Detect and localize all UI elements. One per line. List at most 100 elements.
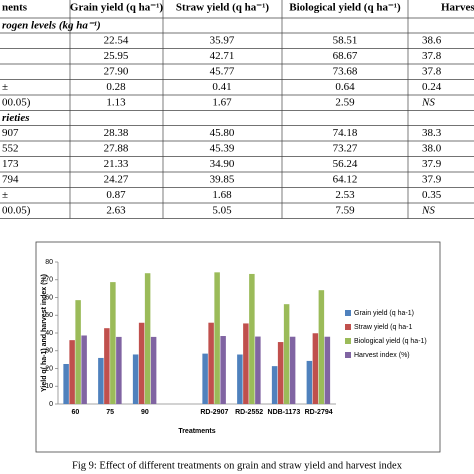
- legend-label: Straw yield (q ha-1: [354, 324, 412, 331]
- bar: [277, 342, 284, 404]
- table-cell: 21.33: [104, 158, 129, 170]
- bar: [249, 273, 255, 404]
- section-title: rogen levels (kg ha⁻¹): [2, 20, 101, 32]
- bar: [243, 323, 249, 404]
- table-cell: 2.63: [106, 205, 126, 217]
- table-cell: 2.59: [335, 97, 355, 109]
- bar: [116, 336, 122, 404]
- bar: [306, 360, 313, 404]
- bar: [132, 354, 139, 404]
- bar: [98, 357, 104, 404]
- table-cell: ±: [2, 189, 8, 201]
- header-cell: Straw yield (q ha⁻¹): [176, 2, 269, 14]
- bar: [202, 353, 208, 404]
- header-cell: Biological yield (q ha⁻¹): [289, 2, 401, 14]
- x-tick-label: 75: [106, 409, 114, 416]
- caption: Fig 9: Effect of different treatments on…: [72, 460, 403, 471]
- table-cell: 24.27: [104, 174, 129, 186]
- x-tick-label: 60: [71, 409, 79, 416]
- bar: [110, 282, 116, 404]
- table-cell: 38.3: [422, 127, 442, 139]
- x-tick-label: RD-2907: [200, 409, 228, 416]
- bar: [237, 354, 243, 404]
- table-cell: 1.13: [106, 97, 126, 109]
- table-cell: 0.87: [106, 189, 126, 201]
- x-tick-label: RD-2794: [305, 409, 333, 416]
- table-cell: 0.35: [422, 189, 442, 201]
- y-axis-label: Yield q( ha-1) and harvest index (%): [41, 274, 48, 392]
- table-cell: 0.24: [422, 81, 442, 93]
- y-tick-label: 30: [45, 348, 53, 355]
- table-cell: 22.54: [104, 35, 129, 47]
- y-tick-label: 40: [45, 330, 53, 337]
- table-cell: 1.68: [212, 189, 232, 201]
- table-cell: 58.51: [333, 35, 358, 47]
- legend-swatch: [345, 338, 351, 344]
- table-cell: 00.05): [2, 205, 31, 217]
- y-tick-label: 60: [45, 294, 53, 301]
- legend-label: Biological yield (q ha-1): [354, 338, 427, 345]
- table-cell: 37.8: [422, 66, 442, 78]
- bar: [63, 363, 69, 404]
- table-cell: 39.85: [210, 174, 235, 186]
- legend-label: Grain yield (q ha-1): [354, 310, 414, 317]
- x-tick-label: RD-2552: [235, 409, 263, 416]
- table-cell: 37.8: [422, 50, 442, 62]
- legend-swatch: [345, 352, 351, 358]
- table-cell: 34.90: [210, 158, 235, 170]
- bar: [69, 340, 75, 404]
- y-tick-label: 10: [45, 383, 53, 390]
- bar: [214, 272, 220, 404]
- table-cell: 27.90: [104, 66, 129, 78]
- table-cell: 68.67: [333, 50, 358, 62]
- header-cell: Grain yield (q ha⁻¹): [70, 2, 163, 14]
- table-cell: 38.0: [422, 143, 442, 155]
- table-cell: 0.41: [212, 81, 231, 93]
- table-cell: 37.9: [422, 158, 442, 170]
- table-cell: 73.27: [333, 143, 358, 155]
- table-cell: 28.38: [104, 127, 129, 139]
- table-cell: 73.68: [333, 66, 358, 78]
- bar: [75, 300, 81, 404]
- y-tick-label: 20: [45, 365, 53, 372]
- x-tick-label: NDB-1173: [268, 409, 301, 416]
- bar: [104, 328, 110, 404]
- y-tick-label: 0: [49, 401, 53, 408]
- table-cell: 0.28: [106, 81, 126, 93]
- table-cell: 74.18: [333, 127, 358, 139]
- table-cell: 56.24: [333, 158, 358, 170]
- bar: [144, 273, 151, 404]
- table-cell: 25.95: [104, 50, 129, 62]
- bar: [220, 336, 226, 404]
- y-tick-label: 50: [45, 312, 53, 319]
- x-axis-label: Treatments: [178, 428, 215, 435]
- table-cell: 42.71: [210, 50, 235, 62]
- table-cell: 552: [2, 143, 19, 155]
- bar: [283, 304, 290, 404]
- table-cell: 64.12: [333, 174, 358, 186]
- y-tick-label: 70: [45, 277, 53, 284]
- bar: [271, 366, 278, 404]
- table-cell: NS: [421, 205, 435, 217]
- table-cell: 37.9: [422, 174, 442, 186]
- table-cell: 35.97: [210, 35, 235, 47]
- table-cell: 1.67: [212, 97, 232, 109]
- bar: [289, 336, 296, 404]
- table-cell: 45.39: [210, 143, 235, 155]
- table-cell: 5.05: [212, 205, 232, 217]
- table-cell: 2.53: [335, 189, 355, 201]
- table-cell: 0.64: [335, 81, 355, 93]
- legend-label: Harvest index (%): [354, 352, 410, 359]
- table-cell: 38.6: [422, 35, 442, 47]
- table-cell: 173: [2, 158, 19, 170]
- bar: [312, 333, 319, 404]
- table-cell: 27.88: [104, 143, 129, 155]
- bar: [318, 290, 325, 404]
- legend-swatch: [345, 324, 351, 330]
- y-tick-label: 80: [45, 259, 53, 266]
- legend-swatch: [345, 310, 351, 316]
- bar: [138, 322, 145, 404]
- bar: [324, 336, 331, 404]
- chart-frame: [35, 241, 441, 453]
- table-cell: 45.80: [210, 127, 235, 139]
